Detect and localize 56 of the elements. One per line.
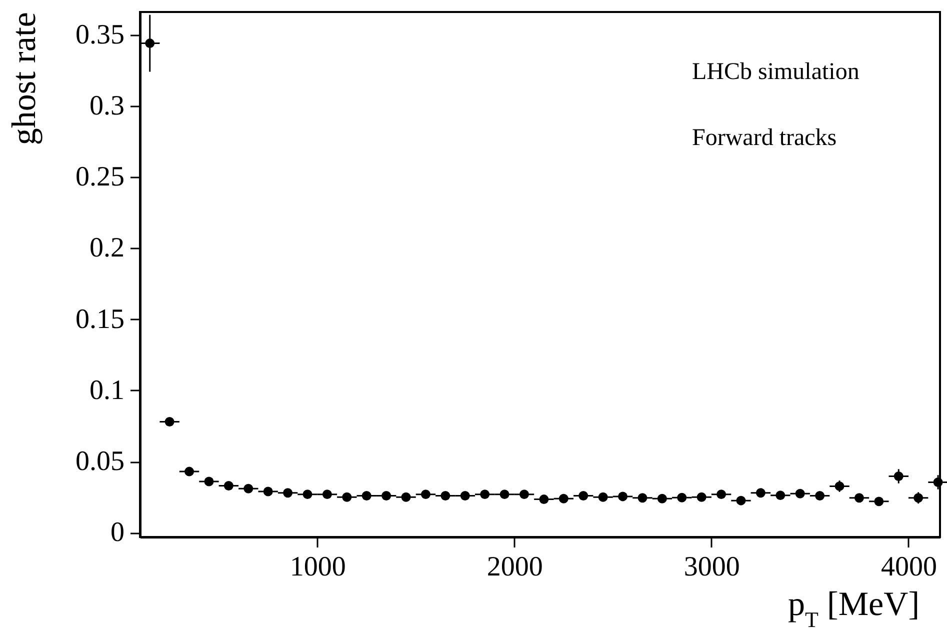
y-tick-label: 0.2: [90, 232, 124, 264]
point: [894, 472, 904, 481]
y-axis-title: ghost rate: [6, 12, 43, 146]
point: [914, 493, 924, 503]
x-tick-label: 3000: [684, 552, 740, 582]
point: [224, 481, 234, 491]
point: [558, 494, 568, 504]
y-tick-label: 0.3: [90, 90, 124, 122]
y-tick-label: 0: [110, 517, 124, 548]
point: [322, 490, 332, 500]
point: [736, 496, 746, 506]
point: [500, 490, 510, 500]
point: [480, 490, 490, 500]
point: [874, 496, 884, 506]
point: [420, 490, 430, 500]
point: [184, 466, 194, 476]
point: [401, 492, 411, 502]
annotation: LHCb simulation: [692, 59, 860, 85]
point: [382, 491, 392, 500]
point: [854, 493, 864, 503]
point: [362, 491, 372, 500]
y-tick-label: 0.05: [76, 446, 124, 478]
point: [263, 486, 273, 496]
point: [776, 490, 786, 500]
point: [164, 417, 174, 426]
y-tick-label: 0.1: [90, 374, 124, 406]
point: [440, 491, 450, 500]
y-tick-label: 0.35: [76, 19, 124, 50]
y-tick-label: 0.15: [76, 304, 124, 335]
point: [539, 494, 549, 504]
x-tick-label: 4000: [880, 552, 937, 582]
point: [834, 481, 844, 491]
x-tick-label: 2000: [486, 552, 543, 582]
point: [302, 490, 312, 500]
x-tick-label: 1000: [290, 552, 346, 582]
point: [460, 491, 470, 500]
point: [696, 492, 706, 502]
point: [657, 494, 667, 504]
point: [578, 491, 588, 500]
point: [677, 492, 687, 502]
point: [519, 490, 529, 500]
point: [598, 492, 608, 502]
point: [145, 38, 155, 48]
point: [933, 477, 943, 487]
point: [716, 490, 726, 500]
point: [244, 484, 254, 494]
annotation: Forward tracks: [692, 125, 837, 151]
point: [204, 476, 214, 486]
point: [795, 488, 805, 498]
point: [756, 488, 766, 498]
point: [815, 491, 825, 500]
point: [342, 492, 352, 502]
point: [638, 493, 648, 503]
point: [618, 492, 628, 502]
point: [283, 488, 293, 498]
y-tick-label: 0.25: [76, 162, 124, 193]
